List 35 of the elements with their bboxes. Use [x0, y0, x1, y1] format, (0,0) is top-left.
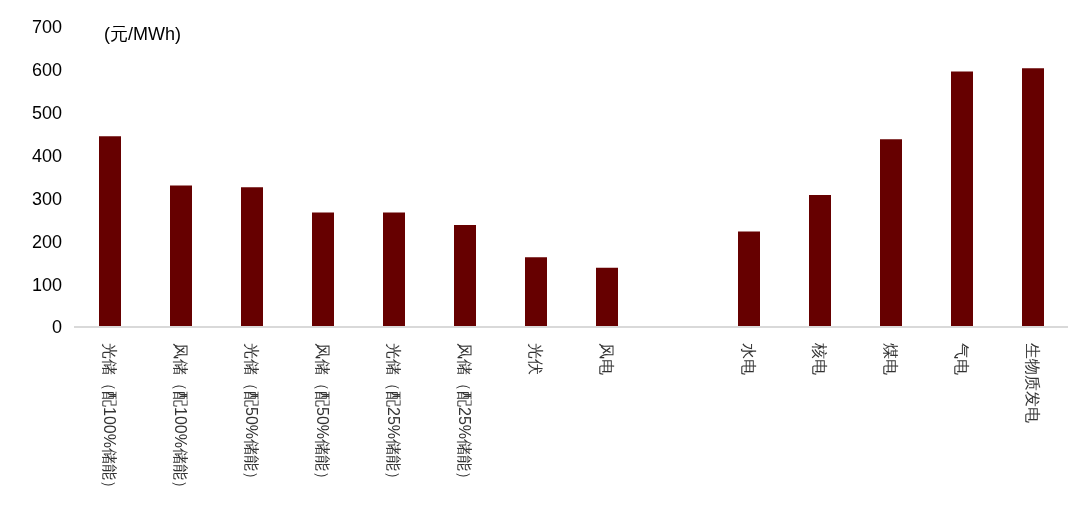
bar [383, 212, 405, 327]
y-tick-label: 600 [31, 60, 62, 81]
y-tick-label: 100 [31, 274, 62, 295]
bar [596, 267, 618, 327]
x-tick-label: 生物质发电 [1024, 343, 1041, 423]
bar [241, 187, 263, 327]
y-axis-title: (元/MWh) [104, 23, 181, 46]
x-tick-label: 光储（配100%储能） [101, 343, 118, 496]
x-tick-label: 风储（配100%储能） [172, 343, 189, 496]
y-tick-label: 400 [31, 145, 62, 166]
bar [809, 195, 831, 327]
bar [1022, 68, 1044, 327]
x-tick-label: 核电 [811, 342, 828, 375]
bar [170, 185, 192, 327]
y-tick-label: 500 [31, 103, 62, 124]
y-tick-label: 700 [31, 17, 62, 38]
y-tick-label: 300 [31, 188, 62, 209]
bar [951, 71, 973, 327]
x-tick-label: 光储（配25%储能） [385, 343, 402, 488]
bar [525, 257, 547, 327]
x-tick-label: 煤电 [882, 343, 899, 375]
x-tick-label: 风储（配50%储能） [314, 343, 331, 488]
bar [880, 139, 902, 327]
x-tick-label: 风电 [598, 343, 615, 375]
y-tick-label: 0 [51, 317, 62, 338]
x-tick-label: 气电 [953, 343, 970, 375]
x-tick-label: 水电 [740, 343, 757, 375]
x-tick-label: 光储（配50%储能） [243, 343, 260, 488]
x-tick-label: 光伏 [527, 343, 544, 375]
bar [99, 136, 121, 327]
x-tick-label: 风储（配25%储能） [456, 343, 473, 488]
bar [454, 225, 476, 327]
y-tick-label: 200 [31, 231, 62, 252]
bar [312, 212, 334, 327]
bar [738, 231, 760, 327]
